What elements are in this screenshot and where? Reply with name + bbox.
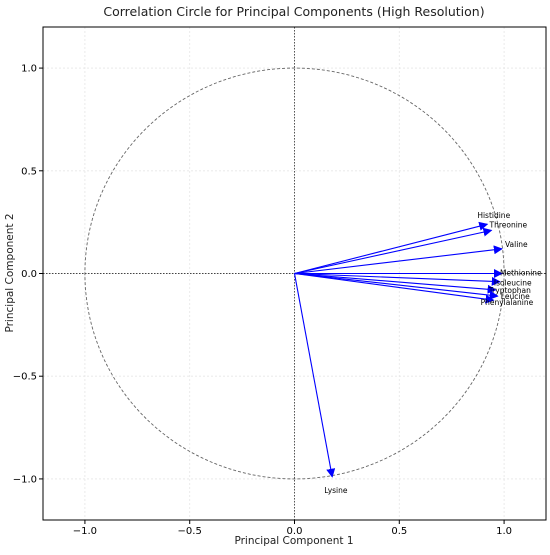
arrow-label-threonine: Threonine (489, 220, 528, 229)
y-tick-label: −0.5 (13, 372, 37, 383)
x-axis-label: Principal Component 1 (234, 535, 353, 547)
x-tick-label: 1.0 (496, 526, 512, 537)
plot-area-frame (42, 26, 547, 521)
loading-arrow-threonine (294, 227, 493, 275)
x-tick-label: 0.0 (287, 526, 303, 537)
chart-title: Correlation Circle for Principal Compone… (103, 4, 484, 19)
loading-arrow-lysine (293, 273, 336, 478)
axis-ticks: −1.0 −0.5 0.0 0.5 1.0 −1.0 −0.5 0.0 0.5 1.0 (13, 64, 512, 537)
arrow-label-valine: Valine (505, 240, 528, 249)
loading-arrow-phenylalanine (294, 272, 495, 304)
arrow-label-histidine: Histidine (477, 211, 510, 220)
arrow-label-methionine: Methionine (500, 269, 542, 278)
loading-arrow-histidine (294, 221, 489, 275)
loading-arrow-tryptophan (294, 272, 497, 294)
y-tick-label: 1.0 (21, 64, 37, 75)
unit-circle (84, 67, 505, 480)
arrow-label-leucine: Leucine (501, 292, 530, 301)
x-tick-label: −1.0 (73, 526, 97, 537)
x-tick-label: 0.5 (391, 526, 407, 537)
y-tick-label: −1.0 (13, 474, 37, 485)
arrow-label-phenylalanine: Phenylalanine (481, 298, 534, 307)
arrow-label-isoleucine: Isoleucine (494, 279, 532, 288)
loading-arrow-isoleucine (294, 272, 501, 286)
y-tick-label: 0.5 (21, 166, 37, 177)
loading-arrow-leucine (294, 272, 499, 300)
y-axis-label: Principal Component 2 (4, 213, 16, 332)
loading-arrow-valine (294, 245, 503, 275)
arrow-label-tryptophan: Tryptophan (488, 286, 531, 295)
y-tick-label: 0.0 (21, 269, 37, 280)
x-tick-label: −0.5 (178, 526, 202, 537)
arrow-label-lysine: Lysine (324, 486, 348, 495)
